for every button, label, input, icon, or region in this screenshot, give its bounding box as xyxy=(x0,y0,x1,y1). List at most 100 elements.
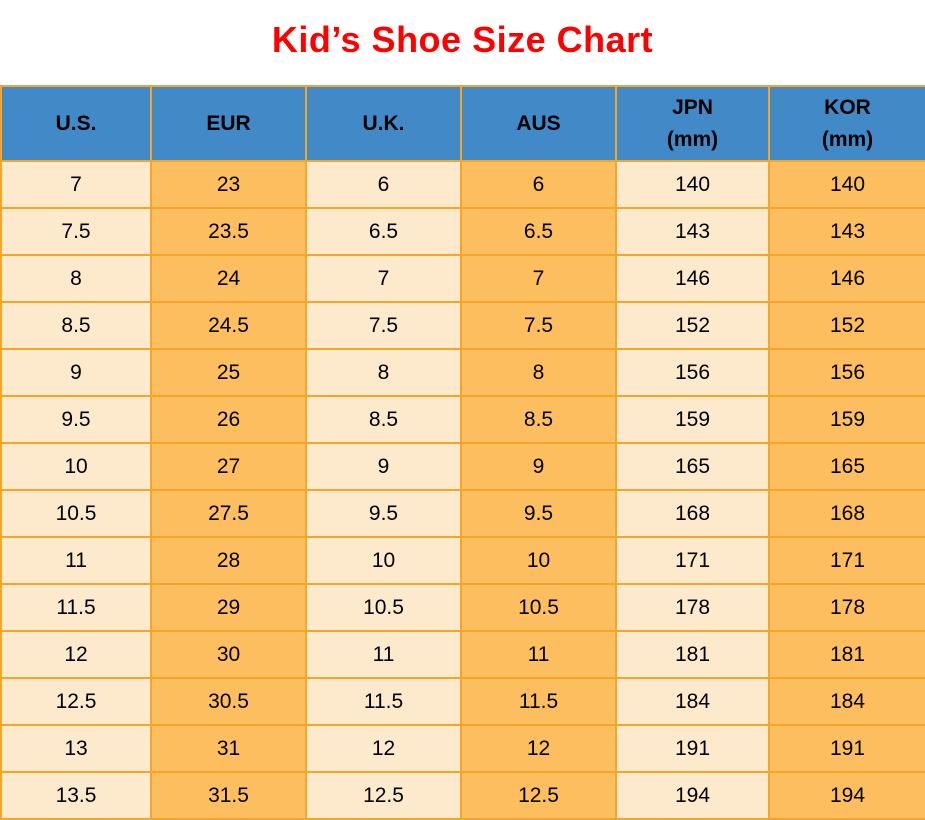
table-header-row: U.S. EUR U.K. AUS JPN (mm) KOR (mm) xyxy=(0,85,925,162)
page-title: Kid’s Shoe Size Chart xyxy=(271,18,654,60)
table-row: 10.5 27.5 9.5 9.5 168 168 xyxy=(0,489,925,538)
table-row: 10 27 9 9 165 165 xyxy=(0,442,925,491)
table-cell: 12.5 xyxy=(305,771,462,820)
table-cell: 146 xyxy=(768,254,925,303)
table-cell: 8.5 xyxy=(460,395,617,444)
table-cell: 140 xyxy=(768,160,925,209)
column-header-label: U.K. xyxy=(362,111,405,135)
table-cell: 159 xyxy=(768,395,925,444)
table-cell: 11.5 xyxy=(0,583,152,632)
table-cell: 165 xyxy=(615,442,770,491)
table-header: U.S. EUR U.K. AUS JPN (mm) KOR (mm) xyxy=(0,85,925,162)
table-cell: 12.5 xyxy=(460,771,617,820)
table-cell: 10 xyxy=(460,536,617,585)
table-cell: 7.5 xyxy=(0,207,152,256)
column-header-jpn: JPN (mm) xyxy=(615,85,770,162)
table-cell: 28 xyxy=(150,536,307,585)
table-cell: 152 xyxy=(768,301,925,350)
table-cell: 165 xyxy=(768,442,925,491)
table-cell: 8 xyxy=(305,348,462,397)
table-cell: 30 xyxy=(150,630,307,679)
table-row: 13.5 31.5 12.5 12.5 194 194 xyxy=(0,771,925,820)
table-cell: 31 xyxy=(150,724,307,773)
table-cell: 6.5 xyxy=(305,207,462,256)
table-row: 9 25 8 8 156 156 xyxy=(0,348,925,397)
table-cell: 9.5 xyxy=(460,489,617,538)
column-header-label: JPN xyxy=(672,96,713,119)
table-cell: 143 xyxy=(768,207,925,256)
table-cell: 11 xyxy=(460,630,617,679)
column-header-kor: KOR (mm) xyxy=(768,85,925,162)
table-cell: 8 xyxy=(0,254,152,303)
shoe-size-table: U.S. EUR U.K. AUS JPN (mm) KOR (mm) 7 23 6 6 140 140… xyxy=(0,85,925,820)
table-cell: 11 xyxy=(0,536,152,585)
table-cell: 24 xyxy=(150,254,307,303)
table-row: 8 24 7 7 146 146 xyxy=(0,254,925,303)
table-cell: 10 xyxy=(305,536,462,585)
table-cell: 27 xyxy=(150,442,307,491)
table-cell: 156 xyxy=(768,348,925,397)
table-cell: 23.5 xyxy=(150,207,307,256)
table-cell: 7.5 xyxy=(460,301,617,350)
table-cell: 159 xyxy=(615,395,770,444)
table-cell: 194 xyxy=(768,771,925,820)
table-cell: 10.5 xyxy=(460,583,617,632)
table-cell: 10.5 xyxy=(0,489,152,538)
column-header-label: KOR xyxy=(824,96,871,119)
column-header-unit: (mm) xyxy=(666,127,719,151)
table-cell: 10 xyxy=(0,442,152,491)
column-header-label: U.S. xyxy=(55,111,97,135)
table-cell: 156 xyxy=(615,348,770,397)
table-cell: 146 xyxy=(615,254,770,303)
table-cell: 168 xyxy=(768,489,925,538)
table-cell: 7 xyxy=(0,160,152,209)
table-cell: 8.5 xyxy=(305,395,462,444)
column-header-us: U.S. xyxy=(0,85,152,162)
column-header-unit: (mm) xyxy=(821,127,874,151)
table-cell: 178 xyxy=(768,583,925,632)
table-cell: 181 xyxy=(615,630,770,679)
table-cell: 11.5 xyxy=(460,677,617,726)
table-cell: 25 xyxy=(150,348,307,397)
table-cell: 7 xyxy=(305,254,462,303)
table-body: 7 23 6 6 140 140 7.5 23.5 6.5 6.5 143 143 8 24 7 7 146 14… xyxy=(0,160,925,820)
table-cell: 13 xyxy=(0,724,152,773)
table-cell: 9 xyxy=(460,442,617,491)
table-cell: 7.5 xyxy=(305,301,462,350)
column-header-eur: EUR xyxy=(150,85,307,162)
table-cell: 143 xyxy=(615,207,770,256)
table-cell: 29 xyxy=(150,583,307,632)
table-cell: 9 xyxy=(305,442,462,491)
table-cell: 9.5 xyxy=(0,395,152,444)
table-cell: 168 xyxy=(615,489,770,538)
table-cell: 27.5 xyxy=(150,489,307,538)
table-cell: 6 xyxy=(460,160,617,209)
table-cell: 26 xyxy=(150,395,307,444)
table-row: 11 28 10 10 171 171 xyxy=(0,536,925,585)
table-row: 9.5 26 8.5 8.5 159 159 xyxy=(0,395,925,444)
column-header-label: AUS xyxy=(516,111,561,135)
table-cell: 10.5 xyxy=(305,583,462,632)
table-cell: 181 xyxy=(768,630,925,679)
table-cell: 9 xyxy=(0,348,152,397)
table-cell: 184 xyxy=(768,677,925,726)
table-cell: 8.5 xyxy=(0,301,152,350)
column-header-aus: AUS xyxy=(460,85,617,162)
table-cell: 11 xyxy=(305,630,462,679)
table-cell: 24.5 xyxy=(150,301,307,350)
table-cell: 8 xyxy=(460,348,617,397)
table-cell: 23 xyxy=(150,160,307,209)
table-cell: 140 xyxy=(615,160,770,209)
table-row: 13 31 12 12 191 191 xyxy=(0,724,925,773)
table-cell: 9.5 xyxy=(305,489,462,538)
table-cell: 12 xyxy=(0,630,152,679)
table-row: 7 23 6 6 140 140 xyxy=(0,160,925,209)
table-cell: 30.5 xyxy=(150,677,307,726)
table-cell: 191 xyxy=(768,724,925,773)
table-cell: 194 xyxy=(615,771,770,820)
table-row: 7.5 23.5 6.5 6.5 143 143 xyxy=(0,207,925,256)
table-row: 12 30 11 11 181 181 xyxy=(0,630,925,679)
table-row: 12.5 30.5 11.5 11.5 184 184 xyxy=(0,677,925,726)
table-row: 11.5 29 10.5 10.5 178 178 xyxy=(0,583,925,632)
